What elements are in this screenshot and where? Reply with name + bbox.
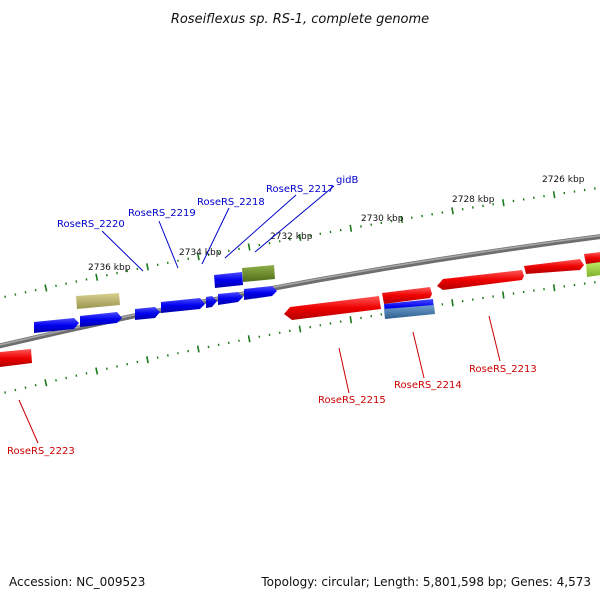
gene-arrow xyxy=(524,259,584,274)
tick-mark xyxy=(298,233,302,242)
tick-mark xyxy=(105,367,108,370)
tick-mark xyxy=(349,316,353,324)
tick-mark xyxy=(146,263,149,271)
reverse-features xyxy=(0,252,600,367)
kbp-label: 2732 kbp xyxy=(270,232,313,242)
red-leader-lines xyxy=(18,315,501,444)
tick-mark xyxy=(247,335,251,343)
forward-features xyxy=(34,261,600,333)
kbp-label: 2726 kbp xyxy=(542,175,585,185)
tick-mark xyxy=(552,191,556,199)
tick-mark xyxy=(451,299,454,307)
tick-mark xyxy=(400,215,404,224)
gene-arrow xyxy=(34,318,79,333)
accession-text: Accession: NC_009523 xyxy=(9,575,145,589)
gene-arrow xyxy=(135,307,160,320)
tick-mark xyxy=(502,291,505,299)
tick-mark xyxy=(105,273,108,277)
tick-mark xyxy=(217,343,220,347)
gene-arrow xyxy=(284,296,381,320)
tick-mark xyxy=(75,280,78,283)
tick-mark xyxy=(44,284,48,292)
gene-label: RoseRS_2214 xyxy=(394,380,462,391)
tick-mark xyxy=(156,356,159,359)
rna-box xyxy=(242,265,275,282)
kbp-label: 2736 kbp xyxy=(88,263,131,273)
tick-mark xyxy=(4,295,7,298)
tick-mark xyxy=(95,367,99,375)
tick-mark xyxy=(95,273,99,281)
tick-mark xyxy=(166,354,169,357)
tick-mark xyxy=(65,282,68,285)
tick-mark xyxy=(44,379,48,387)
tick-mark xyxy=(65,376,68,380)
tick-mark xyxy=(502,199,505,207)
tick-mark xyxy=(136,267,139,271)
gene-arrow xyxy=(244,286,277,300)
tick-mark xyxy=(247,243,251,251)
tick-mark xyxy=(349,224,353,232)
tick-mark xyxy=(298,325,302,333)
gene-arrow xyxy=(584,252,600,264)
gene-label: RoseRS_2223 xyxy=(7,446,75,457)
tick-mark xyxy=(75,374,78,377)
kbp-label: 2734 kbp xyxy=(179,248,222,258)
gene-arrow xyxy=(218,292,243,305)
tick-mark xyxy=(14,388,17,392)
gene-box xyxy=(76,293,120,309)
gene-box xyxy=(214,272,243,288)
tick-mark xyxy=(34,288,37,292)
tick-mark xyxy=(126,269,129,273)
gene-label: RoseRS_2215 xyxy=(318,395,386,406)
tick-mark xyxy=(24,386,27,389)
genome-backbone xyxy=(0,234,600,349)
gene-arrow xyxy=(0,349,32,367)
gene-label: RoseRS_2213 xyxy=(469,364,537,375)
tick-mark xyxy=(196,253,200,261)
tick-mark xyxy=(136,360,139,364)
tick-mark xyxy=(187,349,190,353)
tick-mark xyxy=(34,383,37,387)
tick-mark xyxy=(196,345,200,353)
tick-mark xyxy=(126,362,129,366)
tick-mark xyxy=(14,293,17,296)
gene-box xyxy=(384,305,435,319)
gene-label: RoseRS_2218 xyxy=(197,197,265,208)
blue-leader-lines xyxy=(101,185,335,272)
gene-arrow xyxy=(437,270,524,290)
tick-mark xyxy=(552,284,556,292)
tick-ring-lower xyxy=(4,281,596,394)
tick-mark xyxy=(55,379,57,382)
gene-arrow xyxy=(80,312,122,327)
map-title: Roseiflexus sp. RS-1, complete genome xyxy=(171,12,429,27)
kbp-label: 2728 kbp xyxy=(452,195,495,205)
kbp-label: 2730 kbp xyxy=(361,214,404,224)
gene-arrow xyxy=(206,296,217,308)
gene-arrow xyxy=(382,287,432,304)
gene-label: RoseRS_2219 xyxy=(128,208,196,219)
tick-ring-upper xyxy=(4,187,596,298)
gene-label: gidB xyxy=(336,175,358,186)
gene-label: RoseRS_2217 xyxy=(266,184,334,195)
gene-arrow xyxy=(161,298,205,313)
gene-label: RoseRS_2220 xyxy=(57,219,125,230)
genome-summary-text: Topology: circular; Length: 5,801,598 bp… xyxy=(260,575,591,589)
tick-mark xyxy=(146,356,149,364)
gene-box xyxy=(586,261,600,277)
tick-mark xyxy=(4,391,7,394)
tick-mark xyxy=(451,207,454,215)
